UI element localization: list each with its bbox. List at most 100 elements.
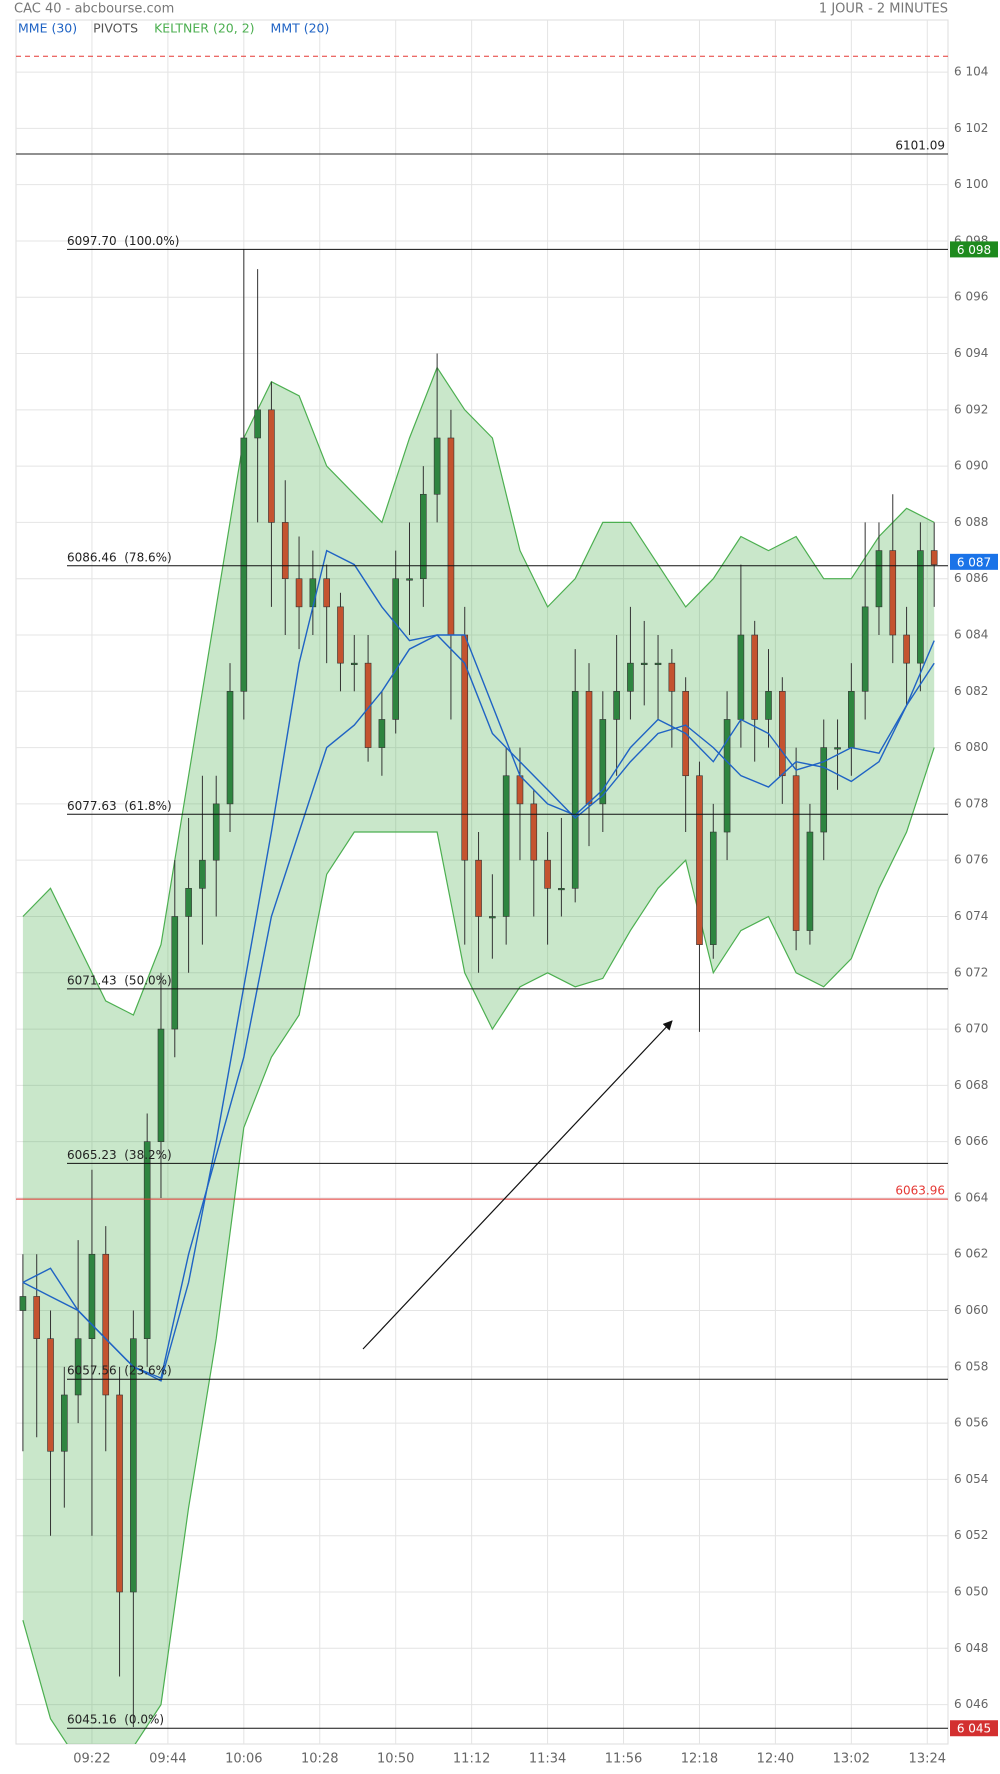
- fibonacci-label: 6057.56 (23.6%): [67, 1364, 172, 1378]
- price-badge-label: 6 098: [957, 243, 991, 257]
- x-tick-label: 12:18: [681, 1752, 718, 1767]
- y-tick-label: 6 082: [954, 684, 988, 698]
- candle-body: [585, 691, 593, 805]
- candle-body: [171, 916, 179, 1030]
- y-tick-label: 6 066: [954, 1134, 988, 1148]
- x-tick-label: 10:28: [301, 1752, 338, 1767]
- candle-body: [212, 803, 220, 861]
- y-tick-label: 6 100: [954, 177, 988, 191]
- y-tick-label: 6 086: [954, 571, 988, 585]
- y-tick-label: 6 070: [954, 1022, 988, 1036]
- y-tick-label: 6 094: [954, 346, 988, 360]
- candle-body: [447, 437, 455, 636]
- fibonacci-label: 6086.46 (78.6%): [67, 550, 172, 564]
- x-tick-label: 09:44: [149, 1752, 186, 1767]
- candle-body: [143, 1141, 151, 1339]
- y-tick-label: 6 050: [954, 1585, 988, 1599]
- legend-item: MME (30): [18, 21, 77, 36]
- candle-body: [350, 662, 358, 665]
- candle-body: [930, 550, 938, 565]
- candle-body: [571, 691, 579, 889]
- candle-body: [613, 691, 620, 720]
- candle-body: [88, 1253, 96, 1339]
- y-tick-label: 6 058: [954, 1359, 988, 1373]
- y-tick-label: 6 090: [954, 459, 988, 473]
- legend-item: PIVOTS: [93, 21, 138, 36]
- y-tick-label: 6 054: [954, 1472, 988, 1486]
- candle-body: [723, 719, 731, 833]
- candle-body: [917, 550, 924, 664]
- y-tick-label: 6 052: [954, 1528, 988, 1542]
- plot-area: [16, 55, 948, 1744]
- y-tick-label: 6 104: [954, 65, 988, 79]
- fibonacci-label: 6045.16 (0.0%): [67, 1713, 164, 1727]
- labels: 6 046 6 048 6 050 6 052 6 054 6 056 6 058 6 060…: [18, 21, 998, 1767]
- candle-body: [820, 747, 828, 833]
- candle-body: [157, 1028, 165, 1142]
- y-tick-label: 6 046: [954, 1697, 988, 1711]
- plot-frame: [15, 19, 949, 1745]
- candle-body: [61, 1394, 68, 1452]
- candle-body: [668, 662, 676, 692]
- candle-body: [875, 550, 883, 608]
- candle-body: [102, 1253, 110, 1396]
- candle-body: [33, 1296, 41, 1339]
- candle-body: [323, 578, 330, 608]
- candle-body: [806, 831, 814, 931]
- candle-body: [834, 747, 841, 750]
- x-tick-label: 12:40: [757, 1752, 794, 1767]
- candle-body: [516, 775, 524, 805]
- annotation-arrow: [362, 1020, 673, 1350]
- candle-body: [558, 888, 565, 891]
- x-tick-label: 11:34: [529, 1752, 566, 1767]
- x-tick-label: 11:56: [605, 1752, 642, 1767]
- y-tick-label: 6 084: [954, 628, 988, 642]
- candle-body: [627, 662, 634, 692]
- candle-body: [737, 634, 745, 720]
- candle-body: [406, 578, 413, 581]
- y-tick-label: 6 078: [954, 796, 988, 810]
- moving-average: [22, 634, 935, 1380]
- x-tick-label: 10:06: [225, 1752, 262, 1767]
- candle-body: [475, 859, 482, 917]
- keltner-band-fill: [22, 367, 935, 1744]
- y-tick-label: 6 062: [954, 1247, 988, 1261]
- y-tick-label: 6 080: [954, 740, 988, 754]
- pivot-label: 6101.09: [895, 138, 945, 152]
- candle-body: [696, 775, 703, 945]
- fibonacci-label: 6077.63 (61.8%): [67, 799, 172, 813]
- x-tick-label: 11:12: [453, 1752, 490, 1767]
- candle-body: [47, 1338, 54, 1452]
- candle-body: [640, 662, 648, 665]
- y-tick-label: 6 048: [954, 1641, 988, 1655]
- fibonacci-label: 6097.70 (100.0%): [67, 234, 179, 248]
- y-tick-label: 6 088: [954, 515, 988, 529]
- candle-body: [295, 578, 303, 608]
- price-badge-label: 6 045: [957, 1722, 991, 1736]
- candle-body: [254, 409, 261, 439]
- keltner-lower: [22, 747, 935, 1744]
- candle-body: [378, 719, 386, 748]
- y-tick-label: 6 076: [954, 853, 988, 867]
- x-tick-label: 13:02: [833, 1752, 870, 1767]
- candle-body: [765, 691, 772, 720]
- y-tick-label: 6 102: [954, 121, 988, 135]
- price-badge-label: 6 087: [957, 555, 991, 569]
- moving-average: [22, 549, 935, 1382]
- price-badge: [950, 553, 998, 570]
- candle-body: [599, 719, 607, 805]
- keltner-upper: [22, 366, 935, 1016]
- candle-body: [433, 437, 441, 495]
- legend-item: KELTNER (20, 2): [154, 21, 254, 36]
- candle-body: [530, 803, 538, 861]
- y-tick-label: 6 060: [954, 1303, 988, 1317]
- candle-body: [19, 1296, 27, 1311]
- x-tick-label: 09:22: [73, 1752, 110, 1767]
- x-tick-label: 13:24: [909, 1752, 946, 1767]
- price-badge: [950, 1720, 998, 1737]
- candle-body: [889, 550, 897, 636]
- fibonacci-label: 6065.23 (38.2%): [67, 1148, 172, 1162]
- candle-body: [240, 437, 248, 692]
